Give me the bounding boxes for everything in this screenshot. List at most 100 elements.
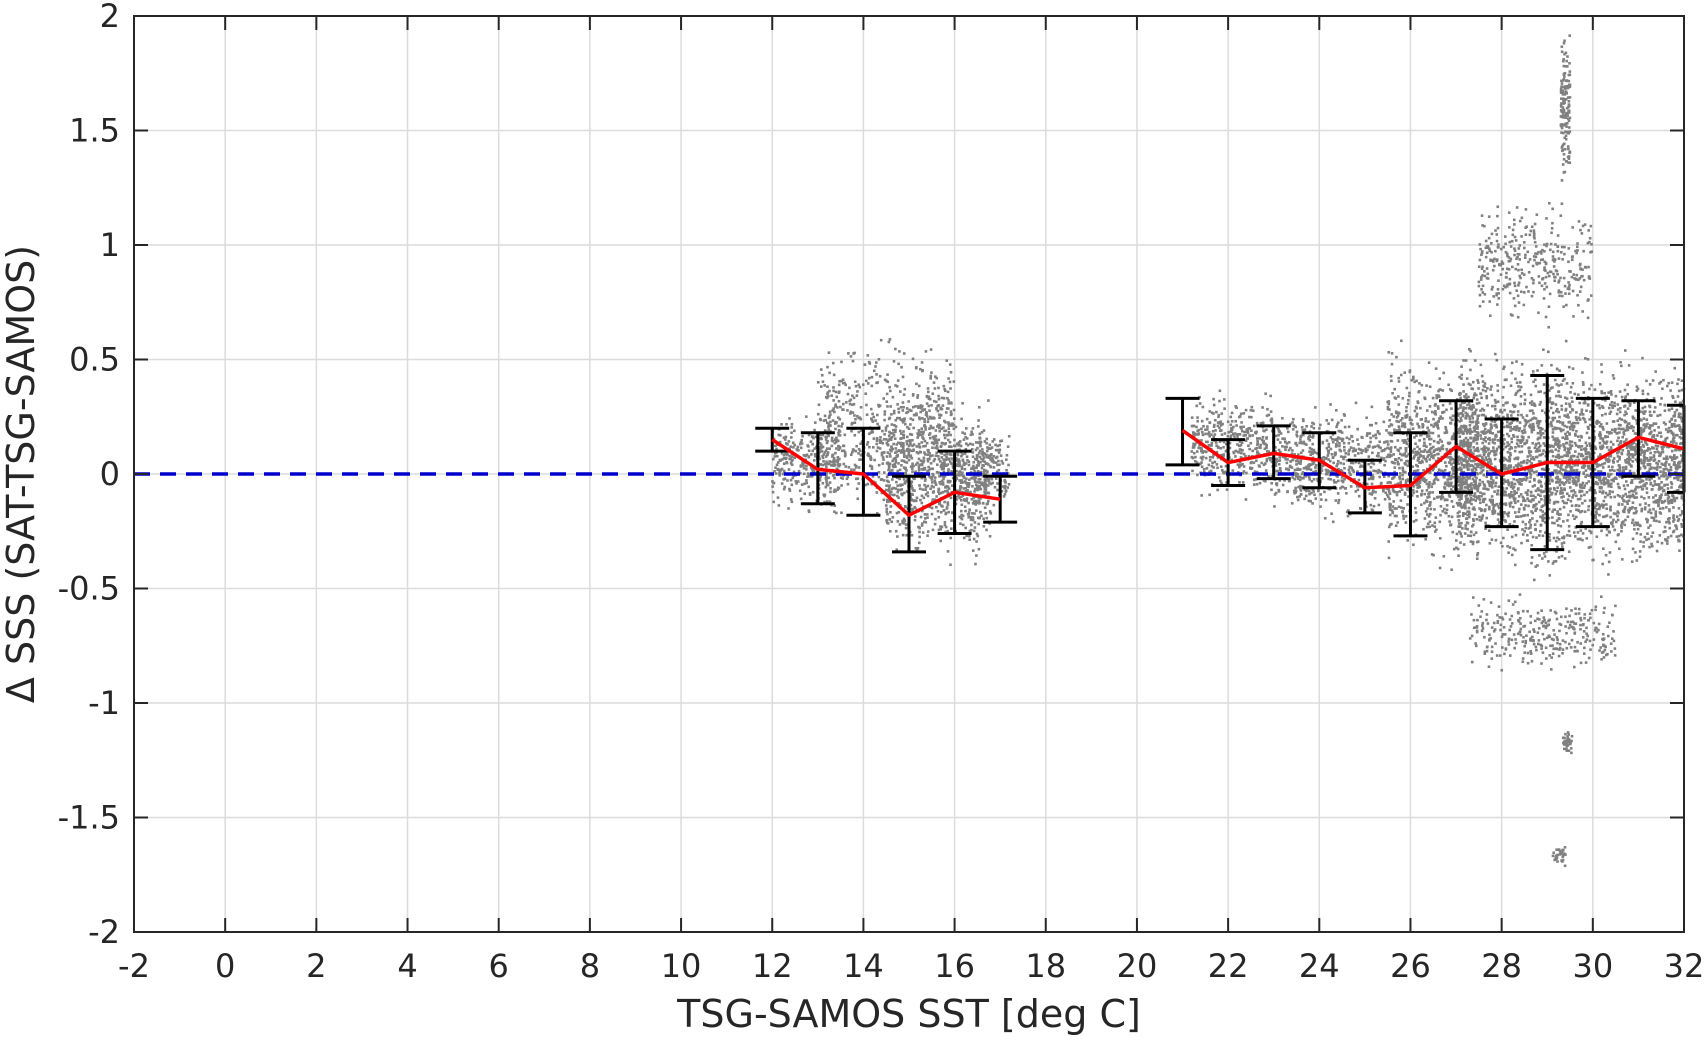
scatter-point (1609, 440, 1613, 444)
scatter-point (902, 430, 905, 433)
scatter-point (882, 397, 885, 400)
scatter-point (1406, 478, 1410, 481)
scatter-point (831, 361, 835, 365)
scatter-point (931, 454, 934, 457)
scatter-point (1553, 469, 1556, 472)
scatter-point (1441, 417, 1444, 420)
scatter-point (1311, 421, 1314, 425)
scatter-point (1412, 451, 1415, 454)
scatter-point (924, 520, 928, 524)
scatter-point (1204, 456, 1208, 460)
scatter-point (1606, 435, 1610, 439)
scatter-point (1656, 540, 1659, 544)
scatter-point (1510, 483, 1514, 487)
scatter-point (980, 457, 983, 461)
scatter-point (1314, 469, 1318, 473)
scatter-point (1643, 405, 1647, 409)
scatter-point (1401, 466, 1404, 470)
scatter-point (1538, 449, 1542, 452)
scatter-point (1441, 496, 1445, 499)
scatter-point (1672, 496, 1676, 500)
scatter-point (933, 522, 937, 526)
scatter-point (810, 453, 813, 456)
scatter-point (1476, 425, 1479, 428)
scatter-point (1392, 453, 1396, 456)
scatter-point (1452, 461, 1455, 465)
scatter-point (1570, 489, 1573, 493)
scatter-point (838, 390, 841, 394)
scatter-point (1281, 483, 1285, 487)
scatter-point (1004, 489, 1008, 492)
scatter-point (1212, 403, 1216, 407)
scatter-point (1356, 484, 1359, 488)
scatter-point (1574, 526, 1578, 529)
scatter-point (948, 440, 952, 444)
scatter-point (1206, 440, 1209, 444)
scatter-point (1415, 406, 1418, 410)
scatter-point (1552, 486, 1556, 490)
scatter-point (1459, 416, 1463, 420)
scatter-point (1237, 415, 1241, 419)
scatter-point (1460, 377, 1463, 380)
scatter-point (917, 465, 921, 469)
scatter-point (822, 460, 825, 463)
scatter-point (1270, 481, 1273, 485)
scatter-point (920, 406, 923, 410)
scatter-point (1523, 428, 1526, 432)
scatter-point (917, 384, 921, 388)
scatter-point (1647, 537, 1651, 541)
scatter-point (1450, 437, 1454, 441)
scatter-point (984, 479, 987, 483)
scatter-point (1252, 461, 1256, 464)
scatter-point (1503, 365, 1506, 369)
scatter-point (882, 451, 885, 454)
scatter-point (935, 407, 938, 410)
scatter-point (1503, 493, 1506, 497)
scatter-point (894, 529, 898, 533)
scatter-point (1503, 378, 1507, 382)
scatter-point (1351, 469, 1355, 472)
scatter-point (1258, 481, 1262, 485)
scatter-point (916, 432, 919, 435)
scatter-point (1274, 450, 1277, 453)
scatter-point (1406, 464, 1410, 468)
scatter-point (930, 484, 934, 488)
scatter-point (917, 434, 920, 438)
scatter-point (1269, 394, 1272, 398)
scatter-point (1519, 385, 1523, 389)
scatter-point (971, 443, 975, 446)
scatter-point (1312, 426, 1316, 430)
scatter-point (982, 429, 986, 432)
scatter-point (956, 453, 960, 457)
scatter-point (1510, 553, 1514, 557)
scatter-point (872, 415, 876, 419)
scatter-point (840, 425, 843, 428)
scatter-point (1585, 537, 1589, 540)
scatter-point (1348, 471, 1351, 474)
scatter-point (970, 467, 973, 470)
scatter-point (1405, 433, 1409, 437)
scatter-point (1670, 381, 1674, 384)
scatter-point (967, 511, 971, 514)
scatter-point (960, 454, 963, 458)
scatter-point (1395, 514, 1398, 518)
scatter-point (1265, 446, 1268, 450)
scatter-point (1255, 470, 1259, 474)
scatter-point (1335, 425, 1338, 429)
scatter-point (902, 522, 906, 525)
scatter-point (856, 414, 859, 418)
scatter-point (776, 468, 780, 472)
scatter-point (1520, 440, 1524, 443)
scatter-point (819, 368, 823, 371)
scatter-point (834, 405, 837, 408)
scatter-point (1650, 516, 1654, 519)
scatter-point (1432, 456, 1435, 460)
scatter-point (960, 473, 964, 477)
scatter-point (1585, 491, 1589, 494)
scatter-point (1309, 468, 1313, 471)
scatter-point (820, 373, 824, 377)
scatter-point (1228, 441, 1232, 445)
scatter-point (1486, 430, 1489, 434)
scatter-point (1299, 451, 1303, 455)
scatter-point (927, 404, 931, 408)
